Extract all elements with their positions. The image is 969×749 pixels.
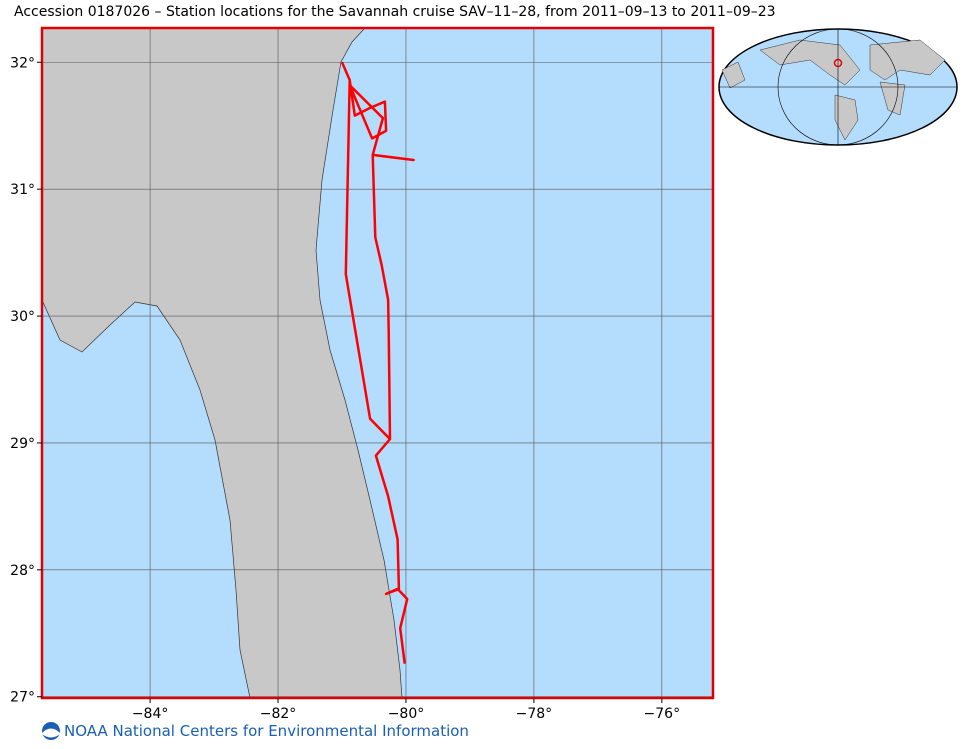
map-frame <box>40 26 715 700</box>
y-tick-label: 29° <box>10 436 35 452</box>
y-tick-label: 31° <box>10 182 35 198</box>
x-tick-label: −76° <box>644 706 681 722</box>
y-tick-label: 27° <box>10 690 35 706</box>
x-tick-label: −80° <box>388 706 425 722</box>
grid <box>42 28 713 698</box>
y-tick-label: 30° <box>10 309 35 325</box>
map-title: Accession 0187026 – Station locations fo… <box>14 4 776 20</box>
x-tick-label: −84° <box>132 706 169 722</box>
track-layer <box>340 61 415 664</box>
land <box>41 27 403 699</box>
inset-globe <box>718 28 958 146</box>
y-tick-label: 28° <box>10 563 35 579</box>
noaa-logo <box>42 722 60 740</box>
cruise-track <box>340 61 415 664</box>
x-tick-label: −78° <box>516 706 553 722</box>
footer-text: NOAA National Centers for Environmental … <box>64 722 469 740</box>
x-tick-label: −82° <box>260 706 297 722</box>
y-tick-label: 32° <box>10 55 35 71</box>
